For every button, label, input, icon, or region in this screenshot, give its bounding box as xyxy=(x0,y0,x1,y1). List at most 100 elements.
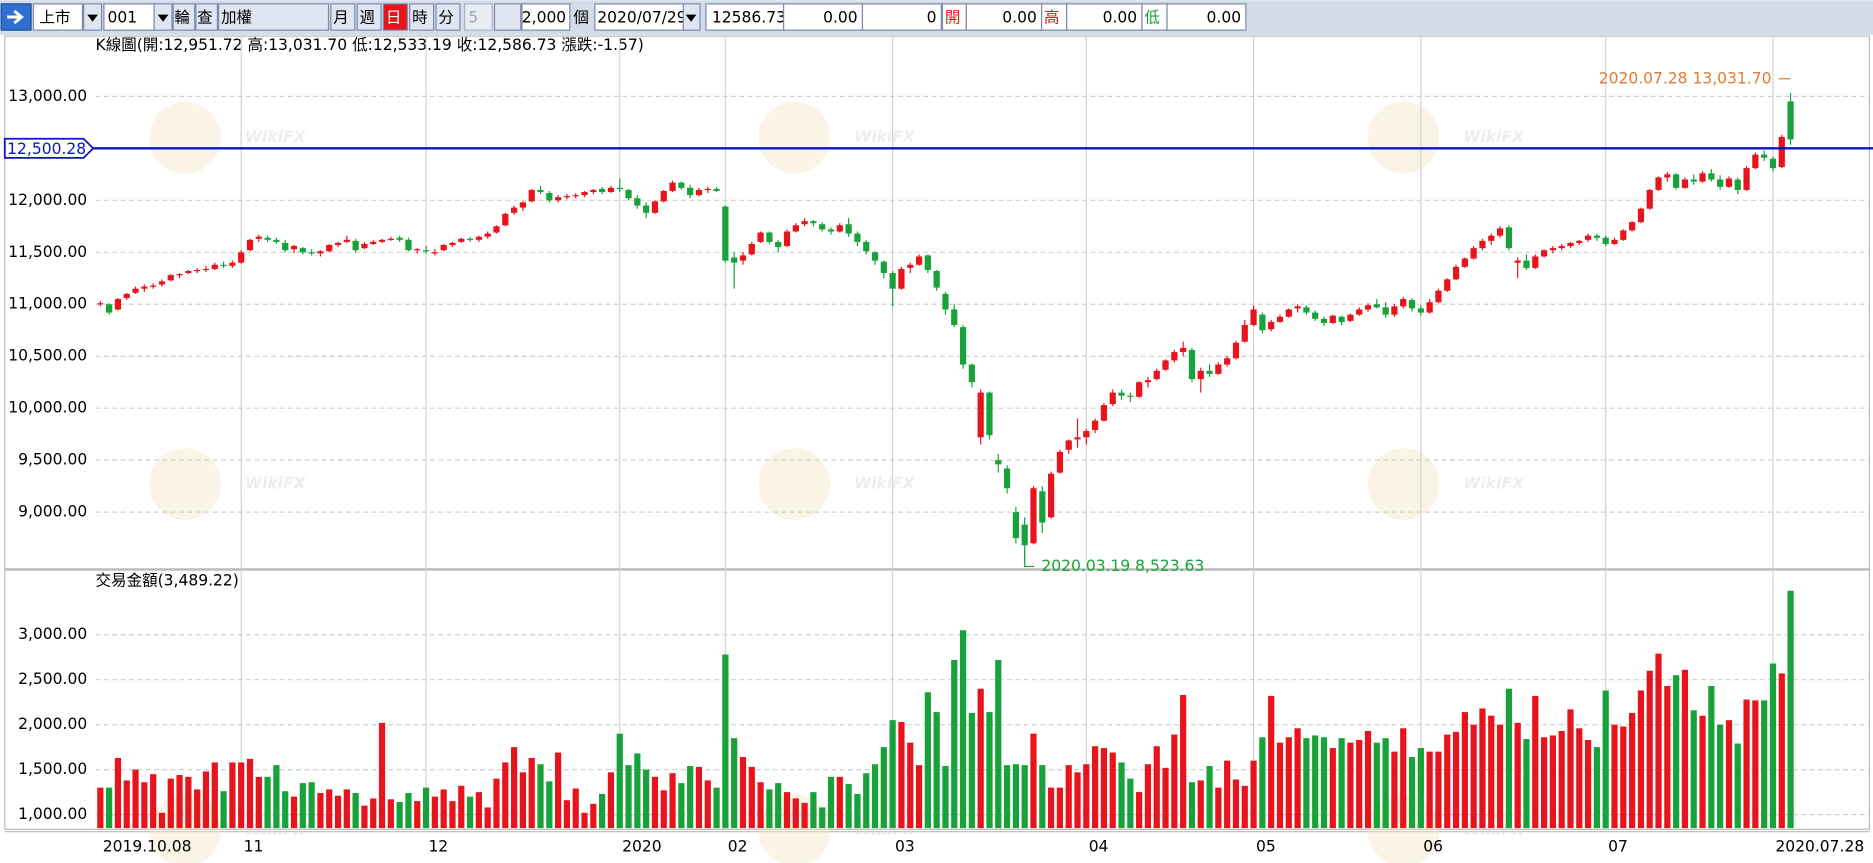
bar xyxy=(202,771,210,829)
candle-body xyxy=(1294,306,1301,309)
bar xyxy=(502,762,509,829)
candle-body xyxy=(1303,307,1310,313)
period-button-active[interactable] xyxy=(382,3,408,31)
watermark-logo xyxy=(149,448,221,520)
bar xyxy=(106,787,113,829)
bar xyxy=(1188,782,1196,829)
watermark: WikiFX xyxy=(854,475,916,493)
candle-body xyxy=(1584,235,1592,240)
period-button[interactable] xyxy=(409,3,435,31)
period-button[interactable] xyxy=(330,3,356,31)
candle-body xyxy=(924,255,931,270)
bar xyxy=(1646,670,1653,829)
candle-body xyxy=(1769,158,1777,169)
candle-body xyxy=(1532,256,1539,268)
y-tick-label: 2,500.00 xyxy=(18,670,87,688)
bar xyxy=(563,800,571,829)
candle-body xyxy=(308,252,315,254)
candle-body xyxy=(1752,154,1759,169)
candle-body xyxy=(1540,250,1548,257)
candle-body xyxy=(1312,312,1319,319)
candle-body xyxy=(211,264,218,269)
candle-body xyxy=(1761,154,1768,158)
bar xyxy=(378,722,386,829)
bar xyxy=(1338,738,1345,829)
candle-body xyxy=(1039,491,1046,523)
bar xyxy=(317,793,324,829)
code-box[interactable] xyxy=(103,3,155,31)
candle-body xyxy=(185,271,192,274)
query-button[interactable] xyxy=(195,3,218,31)
candle-body xyxy=(915,256,923,265)
candle-body xyxy=(863,241,870,252)
unit: 個 xyxy=(573,9,589,27)
candle-body xyxy=(1153,370,1160,380)
candle-body xyxy=(854,233,861,242)
candle-body xyxy=(1356,309,1363,315)
period-button[interactable] xyxy=(435,3,461,31)
bar xyxy=(466,796,474,829)
candle-body xyxy=(1690,179,1697,182)
bar xyxy=(220,791,227,829)
rotate-label: 輪 xyxy=(174,9,190,27)
candle-body xyxy=(986,392,993,436)
bar xyxy=(1629,712,1636,829)
candle-body xyxy=(977,392,984,438)
count-box[interactable] xyxy=(521,3,571,31)
bar xyxy=(1259,737,1266,829)
bar xyxy=(1391,751,1398,829)
bar xyxy=(1470,724,1477,829)
candle-body xyxy=(405,239,412,251)
market-box[interactable] xyxy=(32,3,84,31)
candle-body xyxy=(1074,437,1081,440)
annotation-tick xyxy=(1024,549,1035,568)
toolbar: 上市 001 輪 查 加權 月 週 日 時 分 5 2,000 個 2020/0… xyxy=(0,0,1873,35)
candle-body xyxy=(1329,315,1336,323)
candle-body xyxy=(889,273,896,289)
candle-body xyxy=(502,213,509,226)
nav-button[interactable] xyxy=(0,3,32,31)
bar xyxy=(1250,760,1257,829)
candle-body xyxy=(290,246,298,250)
bar xyxy=(581,812,588,829)
period-button[interactable] xyxy=(356,3,382,31)
bar xyxy=(176,775,183,829)
candle-body xyxy=(352,240,359,251)
candle-body xyxy=(378,239,386,242)
blank-button[interactable] xyxy=(493,3,522,31)
bar xyxy=(704,780,711,829)
candle-body xyxy=(968,364,975,383)
candle-body xyxy=(299,248,306,253)
bar xyxy=(1479,708,1486,829)
rotate-button[interactable] xyxy=(172,3,196,31)
candle-body xyxy=(1083,431,1090,438)
bar xyxy=(1435,751,1442,829)
bar xyxy=(1012,764,1019,829)
period-label: 分 xyxy=(438,9,454,27)
bar xyxy=(440,789,447,829)
candle-body xyxy=(387,238,394,240)
annotation: 2020.03.19 8,523.63 xyxy=(1041,557,1204,575)
candle-body xyxy=(599,188,606,193)
bar xyxy=(246,758,254,829)
candle-body xyxy=(220,264,227,266)
candle-body xyxy=(1197,370,1204,380)
label-box xyxy=(1041,3,1068,31)
price: 12586.73 xyxy=(712,9,786,27)
bar xyxy=(1074,772,1081,829)
bar xyxy=(211,762,218,829)
watermark: WikiFX xyxy=(245,475,307,493)
date-box[interactable] xyxy=(594,3,686,31)
price-title: K線圖(開:12,951.72 高:13,031.70 低:12,533.19 … xyxy=(96,36,644,54)
bar xyxy=(132,769,139,829)
x-tick-label: 04 xyxy=(1089,838,1109,856)
candle-body xyxy=(282,242,289,251)
watermark: WikiFX xyxy=(1463,475,1525,493)
bar xyxy=(1540,737,1548,829)
bar xyxy=(1083,764,1090,829)
bar xyxy=(264,776,271,829)
candle-body xyxy=(1655,177,1662,190)
bar xyxy=(1232,779,1240,829)
y-tick-label: 10,500.00 xyxy=(8,347,87,365)
change: 0.00 xyxy=(823,9,858,27)
